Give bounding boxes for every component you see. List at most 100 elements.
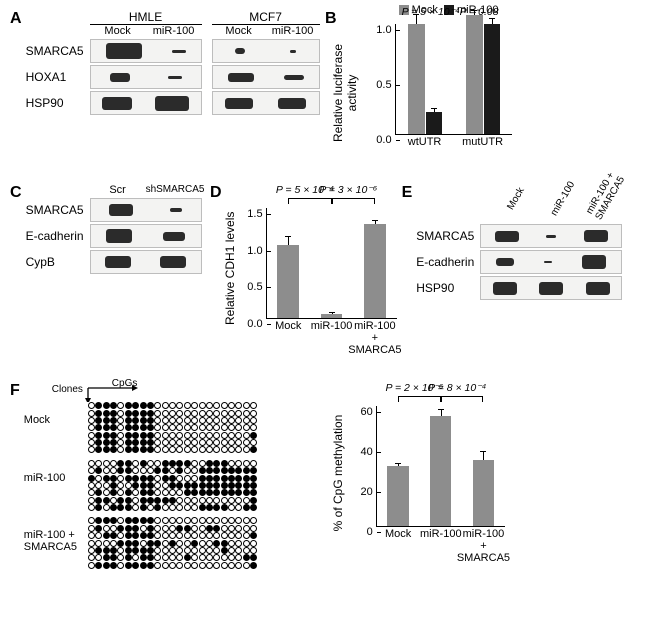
cpg-dot [228,489,235,496]
cpg-dot [110,504,117,511]
cpg-dot [206,402,213,409]
cpg-dot [191,475,198,482]
cpg-dot [169,467,176,474]
cpg-dot [162,424,169,431]
cpg-dot [132,504,139,511]
cpg-dot [206,547,213,554]
cpg-dot [169,532,176,539]
cpg-dot [206,410,213,417]
cpg-dot [132,547,139,554]
cpg-dot [221,540,228,547]
cpg-dot [132,467,139,474]
cpg-dot [117,402,124,409]
x-label: Mock [385,528,411,540]
cpg-dot [221,475,228,482]
cpg-dot [176,402,183,409]
cpg-dot [125,482,132,489]
y-axis-label: Relative luciferaseactivity [331,38,359,148]
cpg-dot [176,439,183,446]
cpg-dot [110,562,117,569]
cpg-dot [125,475,132,482]
cpg-dot [221,460,228,467]
cpg-dot [132,417,139,424]
y-tick: 0.5 [247,281,266,293]
cpg-dot [221,532,228,539]
cpg-dot [140,460,147,467]
cpg-dot [140,439,147,446]
cpg-dot [221,439,228,446]
cpg-dot [243,460,250,467]
cpg-dot [221,446,228,453]
cpg-dot [213,525,220,532]
cpg-dot [213,504,220,511]
cpg-dot [221,497,228,504]
blot-strip [90,65,202,89]
chart-bar [426,112,442,134]
cpg-dot [221,554,228,561]
cpg-dot [176,410,183,417]
cpg-dot [184,467,191,474]
cpg-dot [235,532,242,539]
cpg-dot [199,532,206,539]
cpg-dot [228,562,235,569]
cpg-dot [250,554,257,561]
cpg-dot [147,439,154,446]
cpg-dot [250,467,257,474]
cpg-dot [228,432,235,439]
cpg-dot [125,525,132,532]
cpg-dot [162,540,169,547]
cpg-dot [110,547,117,554]
cpg-dot [228,475,235,482]
cpg-dot [199,475,206,482]
cpg-dot [221,410,228,417]
blot-strip [212,39,320,63]
cpg-dot [199,446,206,453]
cpg-dot [199,554,206,561]
cpg-dot [228,482,235,489]
cpg-dot [140,525,147,532]
panel-d-label: D [210,184,222,368]
cpg-dot [117,475,124,482]
blot-strip [90,250,202,274]
cpg-dot [206,446,213,453]
cpg-dot [250,525,257,532]
blot-row-label: HOXA1 [26,70,90,84]
cpg-dot [125,402,132,409]
stat-bracket [288,198,331,199]
cpg-dot [154,497,161,504]
cpg-dot [176,489,183,496]
cpg-dot [228,424,235,431]
cpg-dot [221,467,228,474]
cpg-dot [125,424,132,431]
panel-a: A HMLE MCF7 Mock miR-100Mock miR-100 SMA… [10,10,325,170]
cpg-dot [95,417,102,424]
cpg-dot [176,554,183,561]
cpg-dot [117,517,124,524]
cpg-dot [235,554,242,561]
cpg-dot [95,432,102,439]
cpg-dot [191,554,198,561]
cpg-dot [228,504,235,511]
cpg-dot [125,460,132,467]
cpg-dot [228,547,235,554]
meth-grid [88,460,258,512]
cpg-dot [235,497,242,504]
cpg-dot [221,417,228,424]
cpg-dot [213,432,220,439]
cpg-dot [250,410,257,417]
chart-bar [321,314,343,318]
cpg-dot [132,562,139,569]
cpg-dot [176,424,183,431]
cpg-dot [103,424,110,431]
cpg-dot [103,525,110,532]
blot-row-label: CypB [26,255,90,269]
cpg-dot [206,460,213,467]
cpg-dot [199,424,206,431]
cpg-dot [228,467,235,474]
cpg-dot [154,439,161,446]
cpg-dot [243,475,250,482]
cpg-dot [154,504,161,511]
cpg-dot [176,562,183,569]
blot-strip [480,224,622,248]
meth-group-label: miR-100 +SMARCA5 [24,517,88,553]
